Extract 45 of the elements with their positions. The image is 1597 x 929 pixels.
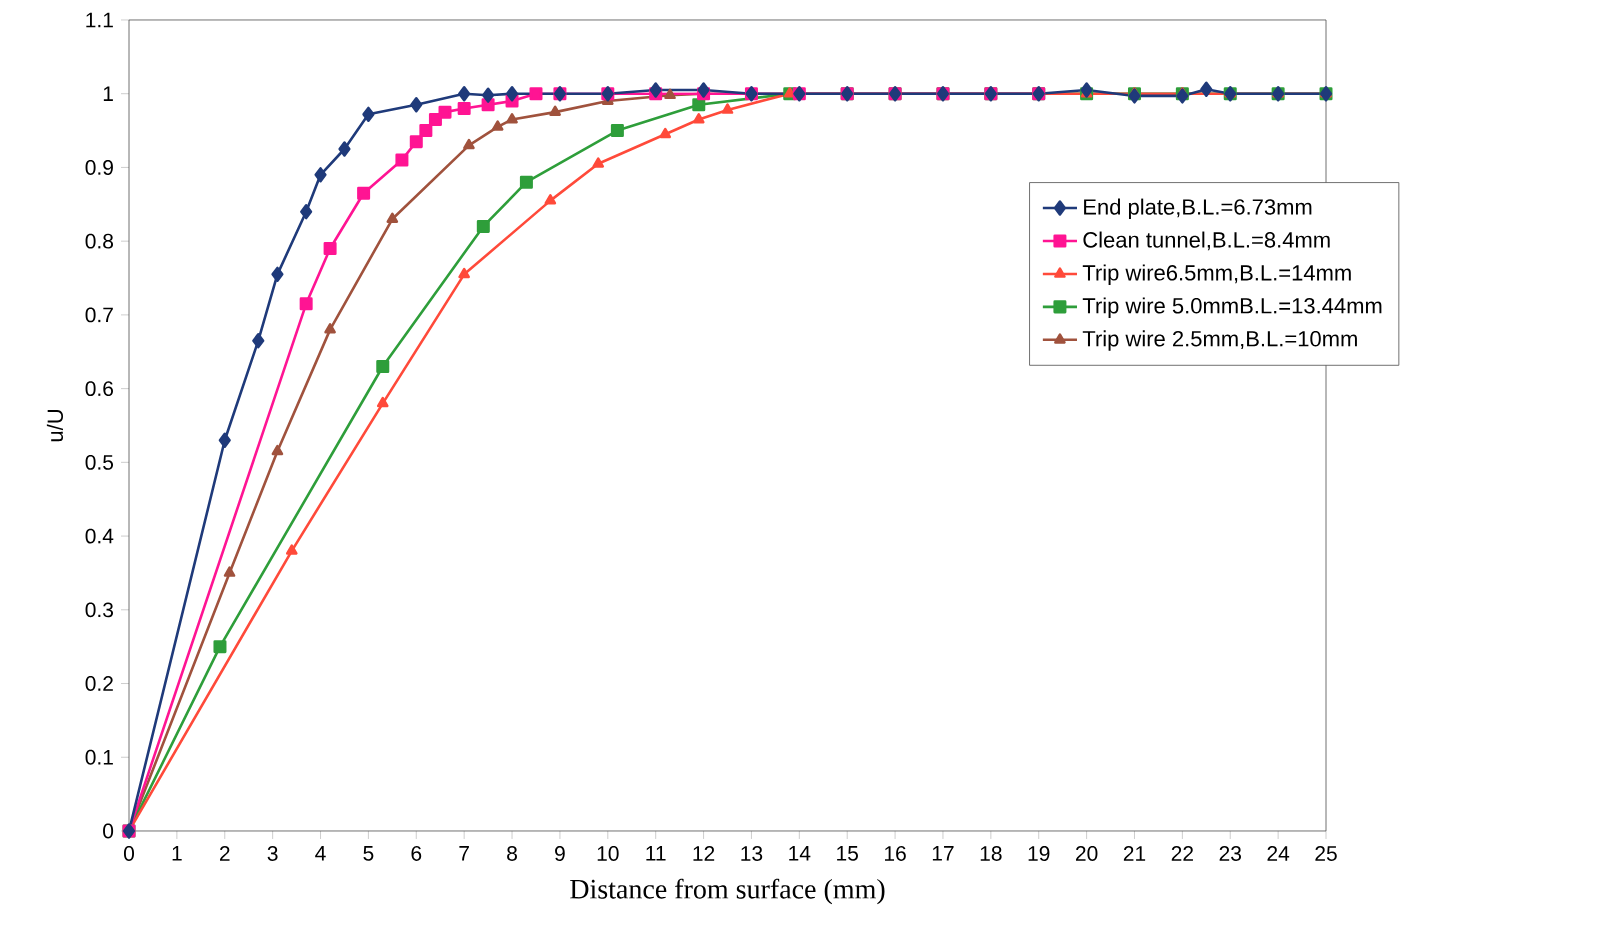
x-axis-title: Distance from surface (mm) xyxy=(570,878,885,905)
x-tick-label: 0 xyxy=(123,846,135,861)
y-tick-label: 0.1 xyxy=(85,749,113,765)
x-tick-label: 20 xyxy=(1076,846,1098,861)
x-tick-label: 2 xyxy=(219,846,230,861)
x-tick-label: 5 xyxy=(363,846,374,861)
x-tick-label: 1 xyxy=(172,846,182,861)
y-tick-label: 0.3 xyxy=(85,602,114,618)
y-tick-label: 0.6 xyxy=(85,381,114,397)
x-tick-label: 6 xyxy=(411,846,422,861)
x-tick-label: 4 xyxy=(315,846,326,861)
x-tick-label: 16 xyxy=(885,846,906,861)
y-tick-label: 1.1 xyxy=(86,12,113,28)
y-tick-label: 0.8 xyxy=(85,233,114,249)
legend-label: End plate,B.L.=6.73mm xyxy=(1084,198,1312,220)
x-tick-label: 10 xyxy=(597,846,619,861)
x-tick-label: 13 xyxy=(741,846,763,861)
x-tick-label: 15 xyxy=(837,846,858,861)
x-tick-label: 14 xyxy=(789,846,811,861)
legend-label: Trip wire 5.0mmB.L.=13.44mm xyxy=(1082,297,1382,318)
legend-label: Trip wire6.5mm,B.L.=14mm xyxy=(1082,264,1351,285)
x-tick-label: 19 xyxy=(1028,846,1050,861)
x-tick-label: 24 xyxy=(1267,846,1290,861)
x-tick-label: 9 xyxy=(555,846,565,861)
x-tick-label: 12 xyxy=(693,846,715,861)
y-tick-label: 1 xyxy=(103,86,113,101)
y-tick-label: 0.4 xyxy=(85,528,114,544)
x-tick-label: 22 xyxy=(1171,846,1193,861)
x-tick-label: 8 xyxy=(507,846,517,861)
x-tick-label: 7 xyxy=(459,846,469,861)
x-tick-label: 11 xyxy=(646,846,666,861)
x-tick-label: 3 xyxy=(267,846,278,861)
legend-label: Trip wire 2.5mm,B.L.=10mm xyxy=(1082,330,1357,351)
legend-label: Clean tunnel,B.L.=8.4mm xyxy=(1083,231,1330,251)
y-axis-title: u/U xyxy=(46,410,64,442)
y-tick-label: 0.2 xyxy=(85,676,113,691)
y-tick-label: 0.7 xyxy=(85,307,113,323)
y-tick-label: 0.5 xyxy=(85,454,114,470)
x-tick-label: 18 xyxy=(980,846,1002,861)
x-tick-label: 25 xyxy=(1315,846,1337,861)
x-tick-label: 17 xyxy=(932,846,954,861)
x-tick-label: 21 xyxy=(1123,846,1146,861)
y-tick-label: 0.9 xyxy=(85,160,113,175)
x-tick-label: 23 xyxy=(1219,846,1241,861)
y-tick-label: 0 xyxy=(103,823,114,839)
